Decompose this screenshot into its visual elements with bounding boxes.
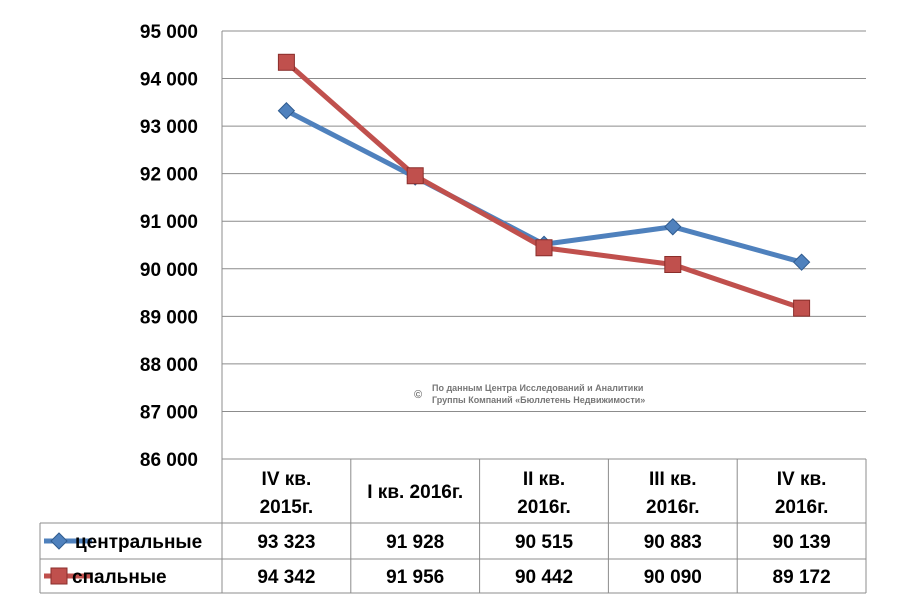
gridlines	[221, 30, 866, 460]
series-line-1	[283, 59, 805, 311]
x-category-label: 2015г.	[260, 497, 314, 518]
x-category-label: 2016г.	[775, 497, 829, 518]
x-category-label: 2016г.	[517, 497, 571, 518]
copyright-symbol: ©	[414, 389, 422, 401]
data-point-diamond	[664, 218, 682, 236]
x-category-label: 2016г.	[646, 497, 700, 518]
y-tick-label: 95 000	[140, 22, 198, 43]
watermark: © По данным Центра Исследований и Аналит…	[414, 383, 645, 405]
x-category-label: II кв.	[523, 469, 565, 490]
legend-marker-square	[50, 567, 68, 585]
data-value-label: 90 883	[644, 532, 702, 553]
y-tick-label: 93 000	[140, 117, 198, 138]
y-tick-label: 89 000	[140, 307, 198, 328]
x-category-label: I кв. 2016г.	[367, 482, 463, 503]
y-tick-label: 94 000	[140, 70, 198, 91]
watermark-line-1: По данным Центра Исследований и Аналитик…	[432, 383, 643, 393]
y-tick-label: 90 000	[140, 260, 198, 281]
data-point-square	[793, 299, 811, 317]
data-value-label: 91 928	[386, 532, 444, 553]
data-value-label: 90 139	[773, 532, 831, 553]
data-point-diamond	[792, 253, 811, 271]
legend-label: спальные	[72, 567, 167, 588]
data-value-label: 89 172	[773, 567, 831, 588]
legend-marker-diamond	[50, 532, 68, 550]
data-point-square	[277, 53, 295, 71]
data-point-diamond	[277, 102, 296, 120]
series-lines	[277, 53, 811, 317]
y-axis-tick-labels: 86 000 87 000 88 000 89 000 90 000 91 000 92 0…	[140, 22, 198, 471]
data-point-square	[406, 167, 424, 185]
x-category-label: III кв.	[649, 469, 697, 490]
data-point-square	[535, 239, 553, 257]
x-category-label: IV кв.	[777, 469, 827, 490]
data-value-label: 91 956	[386, 567, 444, 588]
data-value-label: 90 515	[515, 532, 574, 553]
y-tick-label: 91 000	[140, 212, 198, 233]
y-tick-label: 86 000	[140, 450, 198, 471]
data-value-label: 93 323	[257, 532, 315, 553]
data-value-label: 94 342	[257, 567, 315, 588]
y-tick-label: 87 000	[140, 402, 198, 423]
y-tick-label: 92 000	[140, 165, 198, 186]
data-value-label: 90 090	[644, 567, 702, 588]
legend-label: центральные	[75, 532, 202, 553]
x-category-label: IV кв.	[262, 469, 312, 490]
data-value-label: 90 442	[515, 567, 573, 588]
watermark-line-2: Группы Компаний «Бюллетень Недвижимости»	[432, 395, 645, 405]
y-tick-label: 88 000	[140, 355, 198, 376]
data-point-square	[664, 255, 682, 273]
data-table: IV кв. 2015г. I кв. 2016г. II кв. 2016г. III …	[39, 458, 867, 594]
